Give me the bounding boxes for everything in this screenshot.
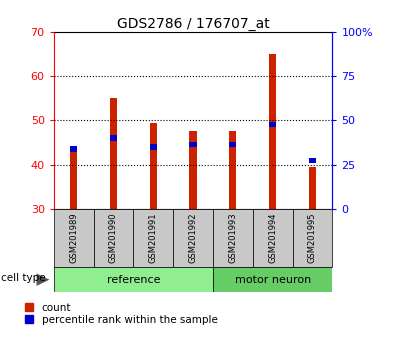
Bar [253,209,293,267]
Bar [133,209,173,267]
Bar [309,167,316,209]
Text: GSM201990: GSM201990 [109,213,118,263]
Bar [150,122,157,209]
Bar [54,209,94,267]
Bar [110,136,117,141]
Text: reference: reference [107,275,160,285]
Bar [229,142,236,147]
Text: GSM201995: GSM201995 [308,213,317,263]
Bar [189,131,197,209]
Bar [54,267,213,292]
Bar [309,158,316,163]
Title: GDS2786 / 176707_at: GDS2786 / 176707_at [117,17,269,31]
Bar [94,209,133,267]
Bar [173,209,213,267]
Bar [229,131,236,209]
Text: GSM201993: GSM201993 [228,213,237,263]
Bar [150,144,157,150]
Bar [70,147,77,152]
Text: GSM201992: GSM201992 [189,213,197,263]
Text: GSM201994: GSM201994 [268,213,277,263]
Bar [269,54,276,209]
Text: cell type: cell type [1,273,46,284]
Text: GSM201991: GSM201991 [149,213,158,263]
Bar [213,209,253,267]
Bar [293,209,332,267]
Bar [110,98,117,209]
Text: motor neuron: motor neuron [234,275,311,285]
Bar [213,267,332,292]
Legend: count, percentile rank within the sample: count, percentile rank within the sample [25,303,218,325]
Text: GSM201989: GSM201989 [69,213,78,263]
Polygon shape [37,273,49,286]
Bar [189,142,197,147]
Bar [269,122,276,127]
Bar [70,150,77,209]
